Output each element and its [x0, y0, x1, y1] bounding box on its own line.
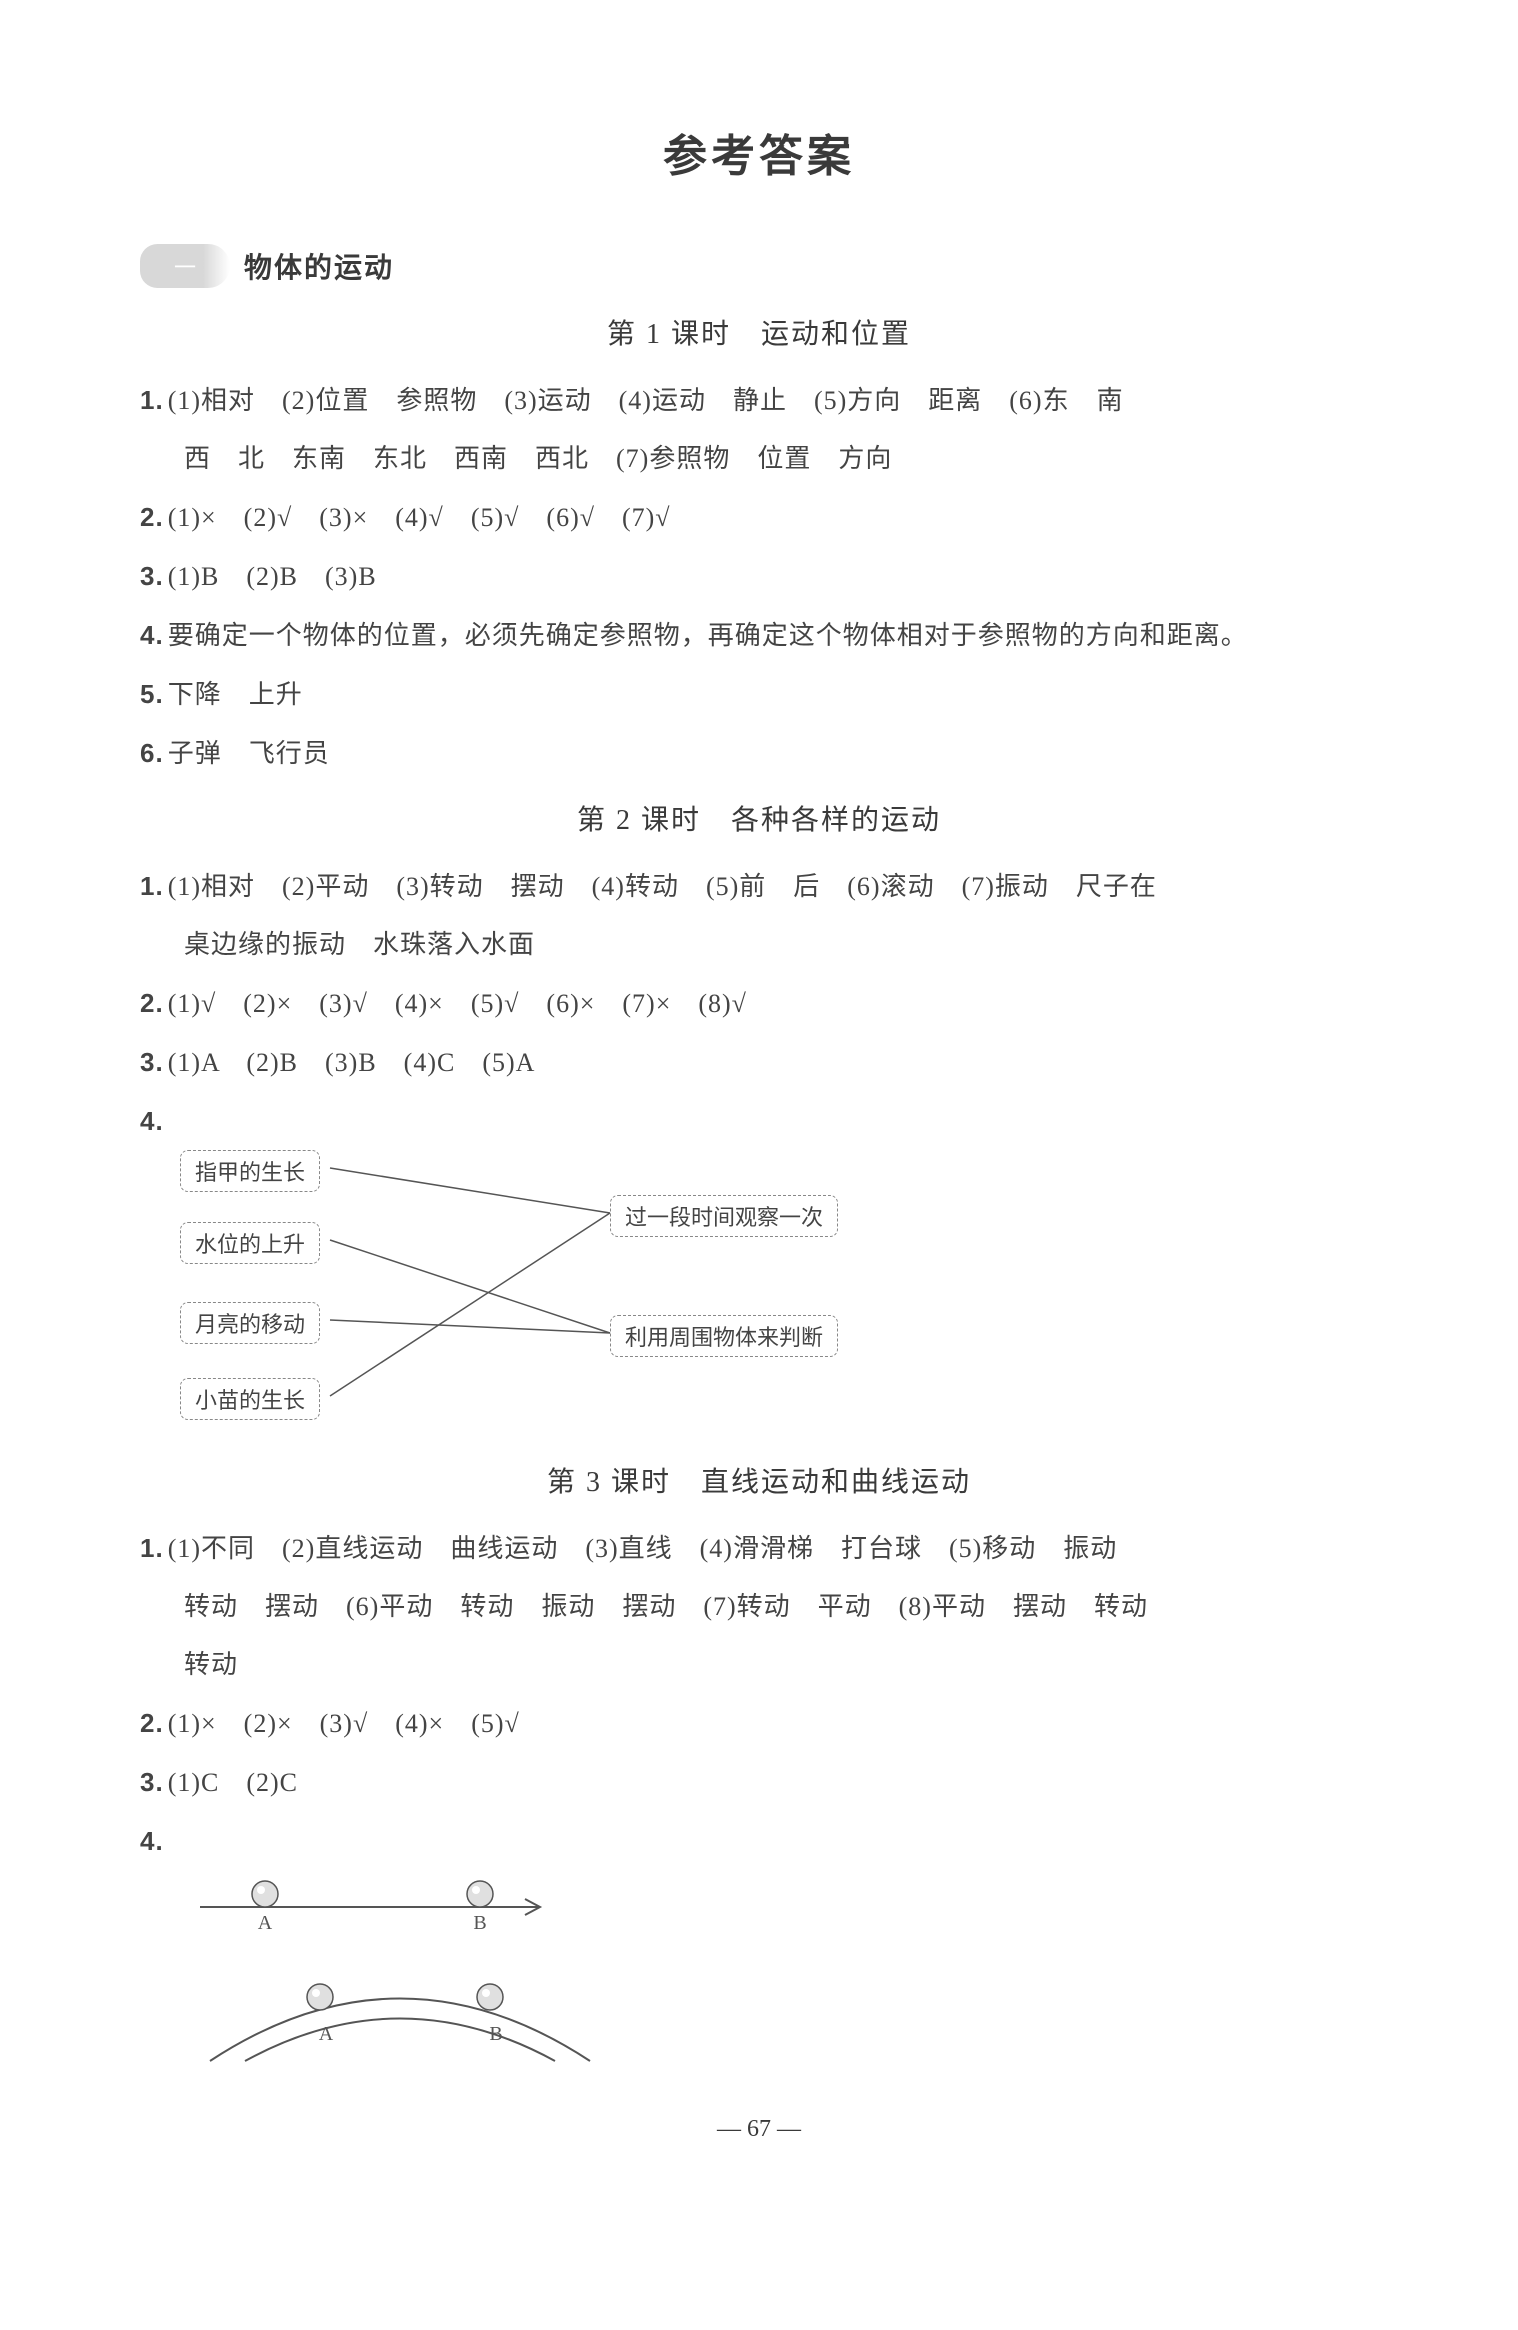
match-left-item: 指甲的生长 — [180, 1150, 320, 1192]
svg-text:A: A — [319, 2023, 334, 2045]
curve-motion-diagram: AB — [190, 1966, 610, 2076]
lesson2-title: 第 2 课时 各种各样的运动 — [140, 798, 1378, 838]
unit-tab: 一 — [140, 244, 230, 288]
l2-q2: 2.(1)√ (2)× (3)√ (4)× (5)√ (6)× (7)× (8)… — [140, 977, 1378, 1030]
unit-header: 一 物体的运动 — [140, 244, 1378, 288]
l2-q1-text: (1)相对 (2)平动 (3)转动 摆动 (4)转动 (5)前 后 (6)滚动 … — [168, 872, 1157, 901]
l2-q1: 1.(1)相对 (2)平动 (3)转动 摆动 (4)转动 (5)前 后 (6)滚… — [140, 860, 1378, 913]
l1-q1-cont: 西 北 东南 东北 西南 西北 (7)参照物 位置 方向 — [140, 433, 1378, 485]
l1-q5-text: 下降 上升 — [168, 680, 303, 709]
l1-q4-text: 要确定一个物体的位置，必须先确定参照物，再确定这个物体相对于参照物的方向和距离。 — [168, 621, 1248, 650]
lesson3-title: 第 3 课时 直线运动和曲线运动 — [140, 1460, 1378, 1500]
l3-q3: 3.(1)C (2)C — [140, 1756, 1378, 1809]
page-title: 参考答案 — [140, 120, 1378, 184]
svg-text:B: B — [489, 2023, 502, 2045]
l1-q6: 6.子弹 飞行员 — [140, 727, 1378, 780]
l3-q2: 2.(1)× (2)× (3)√ (4)× (5)√ — [140, 1697, 1378, 1750]
match-right-item: 利用周围物体来判断 — [610, 1315, 838, 1357]
l3-q3-text: (1)C (2)C — [168, 1768, 298, 1797]
match-left-item: 水位的上升 — [180, 1222, 320, 1264]
l2-q4: 4. — [140, 1095, 1378, 1148]
lesson1-title: 第 1 课时 运动和位置 — [140, 312, 1378, 352]
l2-q2-text: (1)√ (2)× (3)√ (4)× (5)√ (6)× (7)× (8)√ — [168, 989, 747, 1018]
l3-q1-cont2: 转动 — [140, 1639, 1378, 1691]
l3-q1-cont: 转动 摆动 (6)平动 转动 振动 摆动 (7)转动 平动 (8)平动 摆动 转… — [140, 1581, 1378, 1633]
match-right-item: 过一段时间观察一次 — [610, 1195, 838, 1237]
l1-q2-text: (1)× (2)√ (3)× (4)√ (5)√ (6)√ (7)√ — [168, 503, 671, 532]
l2-q3-text: (1)A (2)B (3)B (4)C (5)A — [168, 1048, 536, 1077]
l1-q2: 2.(1)× (2)√ (3)× (4)√ (5)√ (6)√ (7)√ — [140, 491, 1378, 544]
l2-q3: 3.(1)A (2)B (3)B (4)C (5)A — [140, 1036, 1378, 1089]
straight-motion-diagram: AB — [190, 1872, 570, 1942]
l2-q1-cont: 桌边缘的振动 水珠落入水面 — [140, 919, 1378, 971]
l3-q4: 4. — [140, 1815, 1378, 1868]
unit-title: 物体的运动 — [244, 246, 394, 286]
l1-q5: 5.下降 上升 — [140, 668, 1378, 721]
l1-q3: 3.(1)B (2)B (3)B — [140, 550, 1378, 603]
match-left-item: 月亮的移动 — [180, 1302, 320, 1344]
l3-q4-diagram: ABAB — [190, 1872, 1378, 2076]
l3-q2-text: (1)× (2)× (3)√ (4)× (5)√ — [168, 1709, 520, 1738]
page-number: — 67 — — [140, 2116, 1378, 2143]
svg-text:A: A — [258, 1912, 273, 1934]
l1-q6-text: 子弹 飞行员 — [168, 739, 330, 768]
l2-q4-diagram: 指甲的生长水位的上升月亮的移动小苗的生长 过一段时间观察一次利用周围物体来判断 — [180, 1150, 940, 1440]
l3-q1: 1.(1)不同 (2)直线运动 曲线运动 (3)直线 (4)滑滑梯 打台球 (5… — [140, 1522, 1378, 1575]
l1-q1: 1.(1)相对 (2)位置 参照物 (3)运动 (4)运动 静止 (5)方向 距… — [140, 374, 1378, 427]
l1-q3-text: (1)B (2)B (3)B — [168, 562, 377, 591]
l3-q1-text: (1)不同 (2)直线运动 曲线运动 (3)直线 (4)滑滑梯 打台球 (5)移… — [168, 1534, 1118, 1563]
match-left-item: 小苗的生长 — [180, 1378, 320, 1420]
l1-q1-text: (1)相对 (2)位置 参照物 (3)运动 (4)运动 静止 (5)方向 距离 … — [168, 386, 1124, 415]
svg-text:B: B — [473, 1912, 486, 1934]
l1-q4: 4.要确定一个物体的位置，必须先确定参照物，再确定这个物体相对于参照物的方向和距… — [140, 609, 1378, 662]
